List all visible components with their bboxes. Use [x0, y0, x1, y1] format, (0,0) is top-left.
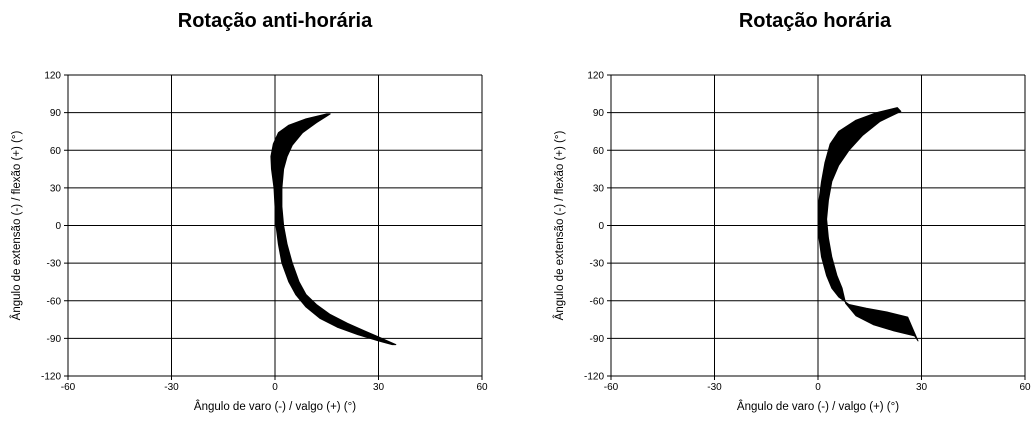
- right-chart: -120 -90 -60 -30 0 30 60 90 120 -60 -30 0 30 60 Ângulo…: [553, 71, 1031, 414]
- left-x-tick-label: 30: [373, 382, 385, 393]
- left-y-tick-label: 120: [44, 71, 61, 82]
- right-y-axis-label: Ângulo de extensão (-) / flexão (+) (°): [553, 131, 566, 321]
- right-x-tick-label: 30: [916, 382, 928, 393]
- left-trajectory-band: [270, 113, 397, 346]
- left-x-tick-label: -60: [61, 382, 76, 393]
- left-y-tick-label: -120: [41, 372, 61, 383]
- right-y-tick-label: -30: [590, 259, 605, 270]
- right-y-tick-label: -90: [590, 334, 605, 345]
- left-y-tick-label: 90: [50, 108, 62, 119]
- right-y-tick-label: -120: [584, 372, 604, 383]
- left-y-tick-label: 0: [55, 221, 61, 232]
- right-x-tick-label: -30: [707, 382, 722, 393]
- left-chart: -120 -90 -60 -30 0 30 60 90 120 -60 -30 0 30 60 Ângulo…: [10, 71, 488, 414]
- right-x-tick-label: 60: [1019, 382, 1031, 393]
- right-x-tick-label: 0: [815, 382, 821, 393]
- left-x-tick-label: 0: [272, 382, 278, 393]
- left-y-axis-label: Ângulo de extensão (-) / flexão (+) (°): [10, 131, 23, 321]
- left-y-tick-label: -30: [47, 259, 62, 270]
- left-x-tick-label: -30: [164, 382, 179, 393]
- left-y-tick-label: 30: [50, 183, 62, 194]
- right-y-tick-label: 60: [593, 146, 605, 157]
- right-trajectory-band: [817, 107, 919, 342]
- right-x-axis-label: Ângulo de varo (-) / valgo (+) (°): [737, 400, 899, 413]
- left-y-tick-label: -60: [47, 296, 62, 307]
- chart-left-title: Rotação anti-horária: [177, 10, 373, 32]
- right-y-tick-label: 0: [598, 221, 604, 232]
- right-y-tick-label: 30: [593, 183, 605, 194]
- right-y-tick-label: 90: [593, 108, 605, 119]
- left-x-tick-label: 60: [476, 382, 488, 393]
- right-x-tick-label: -60: [604, 382, 619, 393]
- left-x-axis-label: Ângulo de varo (-) / valgo (+) (°): [194, 400, 356, 413]
- right-y-tick-label: -60: [590, 296, 605, 307]
- left-y-tick-label: 60: [50, 146, 62, 157]
- chart-right-title: Rotação horária: [738, 10, 892, 32]
- right-y-tick-label: 120: [587, 71, 604, 82]
- left-y-tick-label: -90: [47, 334, 62, 345]
